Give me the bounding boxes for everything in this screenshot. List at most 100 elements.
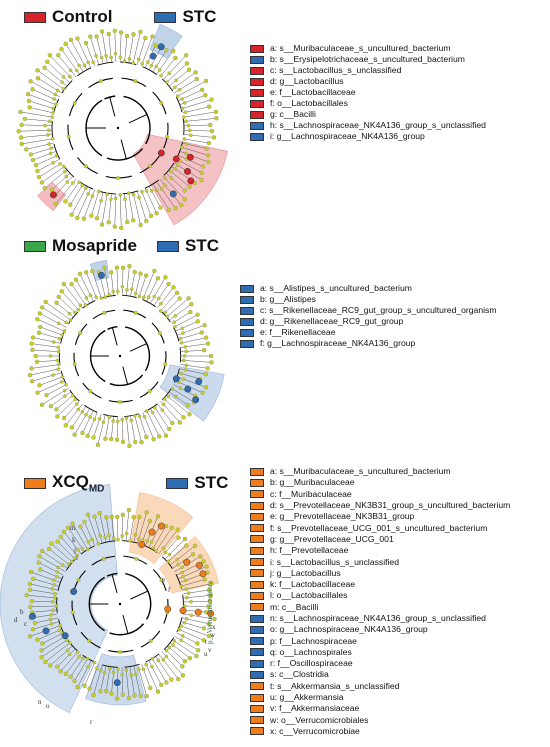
leaf-node xyxy=(131,515,136,520)
tree-node xyxy=(103,295,108,299)
tree-node xyxy=(62,165,66,169)
tree-branch xyxy=(50,391,72,407)
leaf-node xyxy=(82,519,87,524)
tree-node xyxy=(61,563,65,567)
tree-node xyxy=(116,667,120,671)
leaf-node xyxy=(43,659,48,664)
leaf-node xyxy=(206,140,212,146)
leaf-node xyxy=(132,269,137,275)
tree-node xyxy=(133,291,138,296)
taxa-list-item: k: f__Lactobacillaceae xyxy=(250,579,510,590)
tree-node xyxy=(77,63,81,68)
tree-node xyxy=(76,308,81,312)
tree-branch xyxy=(182,613,215,620)
taxa-color-swatch xyxy=(250,704,264,713)
leaf-node xyxy=(61,415,67,421)
taxa-list-item: e: g__Prevotellaceae_NK3B31_group xyxy=(250,511,510,522)
biomarker-node xyxy=(172,155,180,163)
tree-node xyxy=(83,303,88,307)
tree-node xyxy=(50,600,55,604)
clade-label: j xyxy=(73,546,76,554)
tree-node xyxy=(174,78,178,83)
tree-node xyxy=(51,160,55,165)
tree-arc xyxy=(142,299,156,308)
leaf-node xyxy=(214,116,219,121)
tree-node xyxy=(137,537,141,541)
leaf-node xyxy=(35,317,40,322)
leaf-node xyxy=(199,330,204,335)
tree-node xyxy=(160,408,164,412)
taxa-label: o: g__Lachnospiraceae_NK4A136_group xyxy=(270,624,428,635)
leaf-node xyxy=(40,548,45,554)
tree-branch xyxy=(172,554,194,569)
tree-node xyxy=(182,101,187,105)
tree-node xyxy=(48,617,53,622)
tree-node xyxy=(149,63,154,68)
tree-node xyxy=(55,88,60,93)
tree-node xyxy=(64,174,69,179)
tree-arc xyxy=(97,61,114,66)
tree-node xyxy=(188,128,192,133)
tree-branch xyxy=(183,609,207,613)
tree-node xyxy=(154,549,158,553)
tree-branch xyxy=(57,397,77,417)
tree-node xyxy=(120,285,125,289)
tree-node xyxy=(171,643,175,647)
tree-node xyxy=(67,652,72,657)
taxa-list-item: a: s__Muribaculaceae_s_uncultured_bacter… xyxy=(250,43,486,54)
leaf-node xyxy=(143,35,148,41)
tree-node xyxy=(124,416,129,420)
tree-node xyxy=(140,189,144,194)
tree-node xyxy=(75,68,79,73)
taxa-list-item: n: s__Lachnospiraceae_NK4A136_group_s_un… xyxy=(250,613,510,624)
leaf-node xyxy=(35,76,41,81)
biomarker-node xyxy=(138,541,146,548)
tree-branch xyxy=(28,100,55,110)
tree-branch xyxy=(39,376,64,386)
tree-arc xyxy=(84,404,98,413)
control-swatch xyxy=(24,11,46,23)
tree-branch xyxy=(101,31,108,63)
tree-node xyxy=(154,64,159,69)
tree-branch xyxy=(122,366,129,385)
tree-node xyxy=(153,406,157,410)
tree-node xyxy=(54,154,59,158)
leaf-node xyxy=(33,353,38,359)
tree-node xyxy=(145,539,150,543)
clade-highlight xyxy=(159,364,225,422)
tree-node xyxy=(107,292,111,297)
tree-branch xyxy=(183,605,209,608)
taxa-list-item: q: o__Lachnospirales xyxy=(250,647,510,658)
taxa-label: w: o__Verrucomicrobiales xyxy=(270,714,369,725)
leaf-node xyxy=(39,655,44,660)
tree-node xyxy=(184,349,189,354)
leaf-node xyxy=(40,641,45,646)
tree-node xyxy=(184,617,189,621)
leaf-node xyxy=(186,296,191,301)
leaf-node xyxy=(199,177,204,183)
tree-branch xyxy=(178,628,204,641)
tree-node xyxy=(118,650,122,654)
taxa-label: b: g__Alistipes xyxy=(260,294,316,304)
tree-branch xyxy=(72,523,88,550)
leaf-node xyxy=(27,105,32,110)
leaf-node xyxy=(148,213,154,219)
tree-branch xyxy=(132,31,141,64)
tree-branch xyxy=(166,172,185,191)
tree-node xyxy=(62,388,67,393)
tree-branch xyxy=(183,600,210,603)
leaf-node xyxy=(138,222,143,228)
tree-node xyxy=(96,542,101,546)
tree-branch xyxy=(168,69,190,87)
leaf-node xyxy=(59,46,64,52)
tree-branch xyxy=(90,36,100,65)
taxa-label: a: s__Alistipes_s_uncultured_bacterium xyxy=(260,283,412,293)
taxa-color-swatch xyxy=(250,44,264,53)
tree-branch xyxy=(20,111,53,118)
leaf-node xyxy=(29,341,34,346)
tree-node xyxy=(120,418,124,422)
tree-node xyxy=(118,400,122,404)
tree-branch xyxy=(44,169,68,189)
leaf-node xyxy=(211,135,217,140)
tree-node xyxy=(50,115,54,119)
